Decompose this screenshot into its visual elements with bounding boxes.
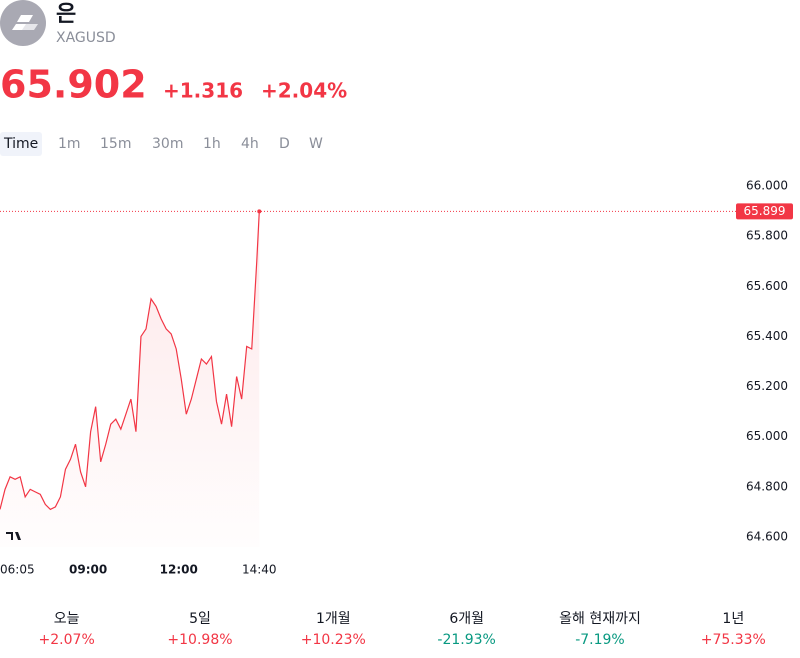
y-tick-label: 65.400 xyxy=(746,329,788,343)
timeframe-button[interactable]: 1h xyxy=(203,136,221,152)
x-tick-label: 12:00 xyxy=(160,563,198,577)
performance-value: -21.93% xyxy=(437,632,496,648)
y-tick-label: 65.000 xyxy=(746,429,788,443)
symbol-name: 은 xyxy=(56,2,76,27)
performance-item[interactable]: 1년 +75.33% xyxy=(667,608,800,650)
timeframe-button[interactable]: 30m xyxy=(152,136,183,152)
symbol-ticker: XAGUSD xyxy=(56,30,116,46)
performance-item[interactable]: 5일 +10.98% xyxy=(133,608,266,650)
performance-value: +10.23% xyxy=(300,632,366,648)
y-tick-label: 66.000 xyxy=(746,179,788,193)
y-tick-label: 65.800 xyxy=(746,229,788,243)
timeframes: Time 1m 15m 30m 1h 4h D W xyxy=(3,136,323,152)
timeframe-button[interactable]: D xyxy=(279,136,290,152)
last-value-label: 65.899 xyxy=(744,204,786,218)
performance-label: 오늘 xyxy=(53,611,80,627)
timeframe-button[interactable]: Time xyxy=(3,136,38,152)
performance-item[interactable]: 6개월 -21.93% xyxy=(400,608,533,650)
performance-value: +10.98% xyxy=(167,632,233,648)
performance-label: 올해 현재까지 xyxy=(559,611,641,627)
performance-row: 오늘 +2.07% 5일 +10.98% 1개월 +10.23% 6개월 -21.93% 올해 … xyxy=(0,608,800,650)
y-tick-label: 65.600 xyxy=(746,279,788,293)
performance-label: 5일 xyxy=(189,611,211,627)
performance-item[interactable]: 올해 현재까지 -7.19% xyxy=(533,608,666,650)
price-area xyxy=(0,211,260,547)
timeframe-button[interactable]: W xyxy=(309,136,323,152)
performance-label: 6개월 xyxy=(449,611,484,627)
x-tick-label: 14:40 xyxy=(242,563,277,577)
performance-value: -7.19% xyxy=(575,632,625,648)
price-change-pct: +2.04% xyxy=(261,79,347,103)
price: 65.902 xyxy=(0,63,147,107)
y-tick-label: 64.800 xyxy=(746,479,788,493)
x-tick-label: 06:05 xyxy=(0,563,35,577)
price-line xyxy=(0,211,260,511)
y-tick-label: 65.200 xyxy=(746,379,788,393)
last-point xyxy=(257,209,262,214)
symbol-icon xyxy=(0,0,46,46)
timeframe-button[interactable]: 1m xyxy=(58,136,81,152)
timeframe-button[interactable]: 15m xyxy=(100,136,131,152)
last-value-box xyxy=(736,203,793,220)
chart: 은 XAGUSD 65.902 +1.316 +2.04% Time 1m 15m 3… xyxy=(0,0,793,577)
active-timeframe-bg xyxy=(0,132,42,156)
y-tick-label: 64.600 xyxy=(746,529,788,543)
timeframe-button[interactable]: 4h xyxy=(241,136,259,152)
price-change: +1.316 xyxy=(163,79,243,103)
performance-value: +2.07% xyxy=(38,632,95,648)
performance-label: 1개월 xyxy=(315,611,351,627)
performance-value: +75.33% xyxy=(700,632,766,648)
performance-label: 1년 xyxy=(722,611,745,627)
performance-item[interactable]: 1개월 +10.23% xyxy=(267,608,400,650)
x-tick-label: 09:00 xyxy=(69,563,107,577)
performance-item[interactable]: 오늘 +2.07% xyxy=(0,608,133,650)
